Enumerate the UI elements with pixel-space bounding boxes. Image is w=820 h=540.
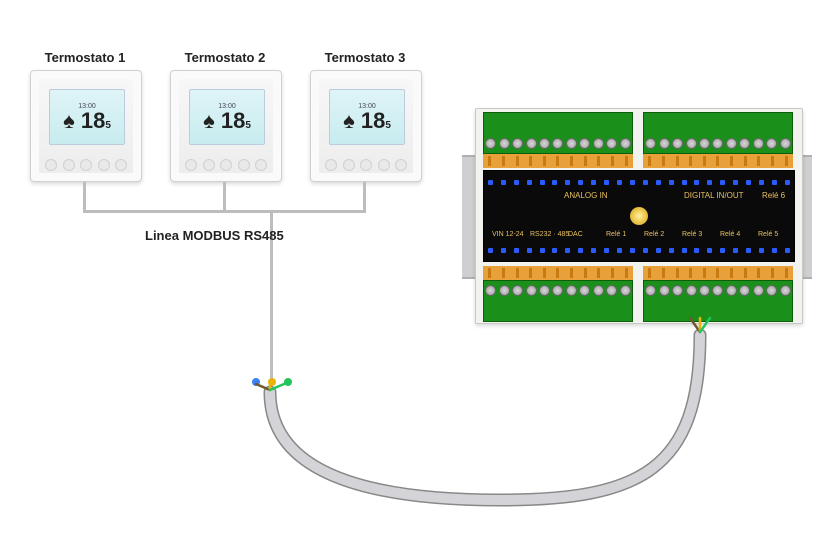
pcb-section-top-0: ANALOG IN — [564, 191, 608, 200]
pcb-section-top-1: DIGITAL IN/OUT — [684, 191, 744, 200]
thermostat-1: 13:00♠ 185 — [30, 70, 142, 182]
bus-label: Linea MODBUS RS485 — [145, 228, 284, 243]
thermostat-label-2: Termostato 2 — [165, 50, 285, 65]
junction-dot-1 — [268, 378, 276, 386]
thermostat-temperature: ♠ 185 — [63, 110, 111, 132]
thermostat-display: 13:00♠ 185 — [329, 89, 405, 145]
thermostat-label-3: Termostato 3 — [305, 50, 425, 65]
junction-dot-2 — [284, 378, 292, 386]
thermostat-display: 13:00♠ 185 — [189, 89, 265, 145]
controller-pcb: ANALOG IN DIGITAL IN/OUT Relé 6 VIN 12-24 RS… — [483, 170, 795, 262]
terminal-block-bottom — [643, 266, 793, 322]
pcb-section-bottom-4: Relé 2 — [644, 231, 664, 238]
pcb-section-top-2: Relé 6 — [762, 191, 785, 200]
thermostat-buttons — [325, 159, 407, 171]
pcb-section-bottom-1: RS232 · 485 — [530, 231, 569, 238]
thermostat-2: 13:00♠ 185 — [170, 70, 282, 182]
pcb-section-bottom-7: Relé 5 — [758, 231, 778, 238]
junction-dot-0 — [252, 378, 260, 386]
terminal-block-bottom — [483, 266, 633, 322]
pcb-section-bottom-3: Relé 1 — [606, 231, 626, 238]
pcb-section-bottom-0: VIN 12-24 — [492, 231, 524, 238]
pcb-section-bottom-2: DAC — [568, 231, 583, 238]
thermostat-3: 13:00♠ 185 — [310, 70, 422, 182]
pcb-section-bottom-6: Relé 4 — [720, 231, 740, 238]
thermostat-buttons — [45, 159, 127, 171]
thermostat-display: 13:00♠ 185 — [49, 89, 125, 145]
pcb-section-bottom-5: Relé 3 — [682, 231, 702, 238]
thermostat-temperature: ♠ 185 — [343, 110, 391, 132]
thermostat-buttons — [185, 159, 267, 171]
terminal-block-top — [483, 112, 633, 168]
thermostat-temperature: ♠ 185 — [203, 110, 251, 132]
thermostat-label-1: Termostato 1 — [25, 50, 145, 65]
cable-junction — [252, 378, 292, 386]
diagram-canvas: Termostato 1 13:00♠ 185 Termostato 2 13:00♠… — [0, 0, 820, 540]
terminal-block-top — [643, 112, 793, 168]
